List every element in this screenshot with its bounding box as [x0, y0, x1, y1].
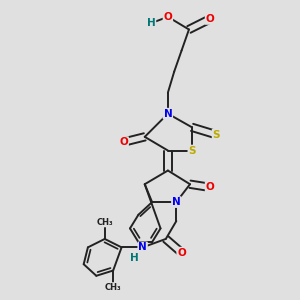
Text: N: N	[164, 109, 172, 119]
Text: O: O	[206, 182, 214, 192]
Text: O: O	[119, 137, 128, 147]
Text: O: O	[177, 248, 186, 258]
Text: H: H	[130, 253, 139, 263]
Text: S: S	[188, 146, 196, 155]
Text: O: O	[206, 14, 214, 24]
Text: CH₃: CH₃	[105, 283, 122, 292]
Text: H: H	[147, 18, 155, 28]
Text: CH₃: CH₃	[96, 218, 113, 226]
Text: N: N	[172, 197, 181, 207]
Text: O: O	[164, 12, 172, 22]
Text: N: N	[138, 242, 147, 252]
Text: S: S	[213, 130, 220, 140]
